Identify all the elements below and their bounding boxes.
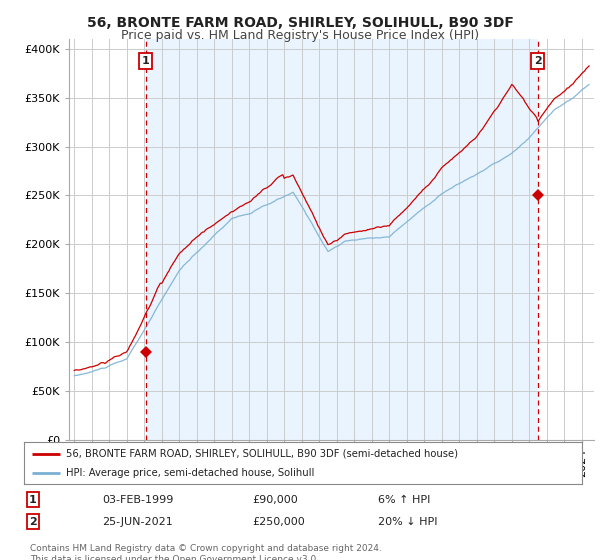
Text: 56, BRONTE FARM ROAD, SHIRLEY, SOLIHULL, B90 3DF: 56, BRONTE FARM ROAD, SHIRLEY, SOLIHULL,… (86, 16, 514, 30)
Text: 1: 1 (29, 494, 37, 505)
Text: £90,000: £90,000 (252, 494, 298, 505)
Text: 2: 2 (29, 517, 37, 527)
Text: 1: 1 (142, 56, 149, 66)
Text: 2: 2 (534, 56, 542, 66)
Text: Contains HM Land Registry data © Crown copyright and database right 2024.
This d: Contains HM Land Registry data © Crown c… (30, 544, 382, 560)
Text: 20% ↓ HPI: 20% ↓ HPI (378, 517, 437, 527)
Text: Price paid vs. HM Land Registry's House Price Index (HPI): Price paid vs. HM Land Registry's House … (121, 29, 479, 42)
Text: 56, BRONTE FARM ROAD, SHIRLEY, SOLIHULL, B90 3DF (semi-detached house): 56, BRONTE FARM ROAD, SHIRLEY, SOLIHULL,… (66, 449, 458, 459)
Text: 03-FEB-1999: 03-FEB-1999 (102, 494, 173, 505)
Text: 6% ↑ HPI: 6% ↑ HPI (378, 494, 430, 505)
Bar (146, 39, 538, 440)
Text: £250,000: £250,000 (252, 517, 305, 527)
Text: 25-JUN-2021: 25-JUN-2021 (102, 517, 173, 527)
Text: HPI: Average price, semi-detached house, Solihull: HPI: Average price, semi-detached house,… (66, 468, 314, 478)
